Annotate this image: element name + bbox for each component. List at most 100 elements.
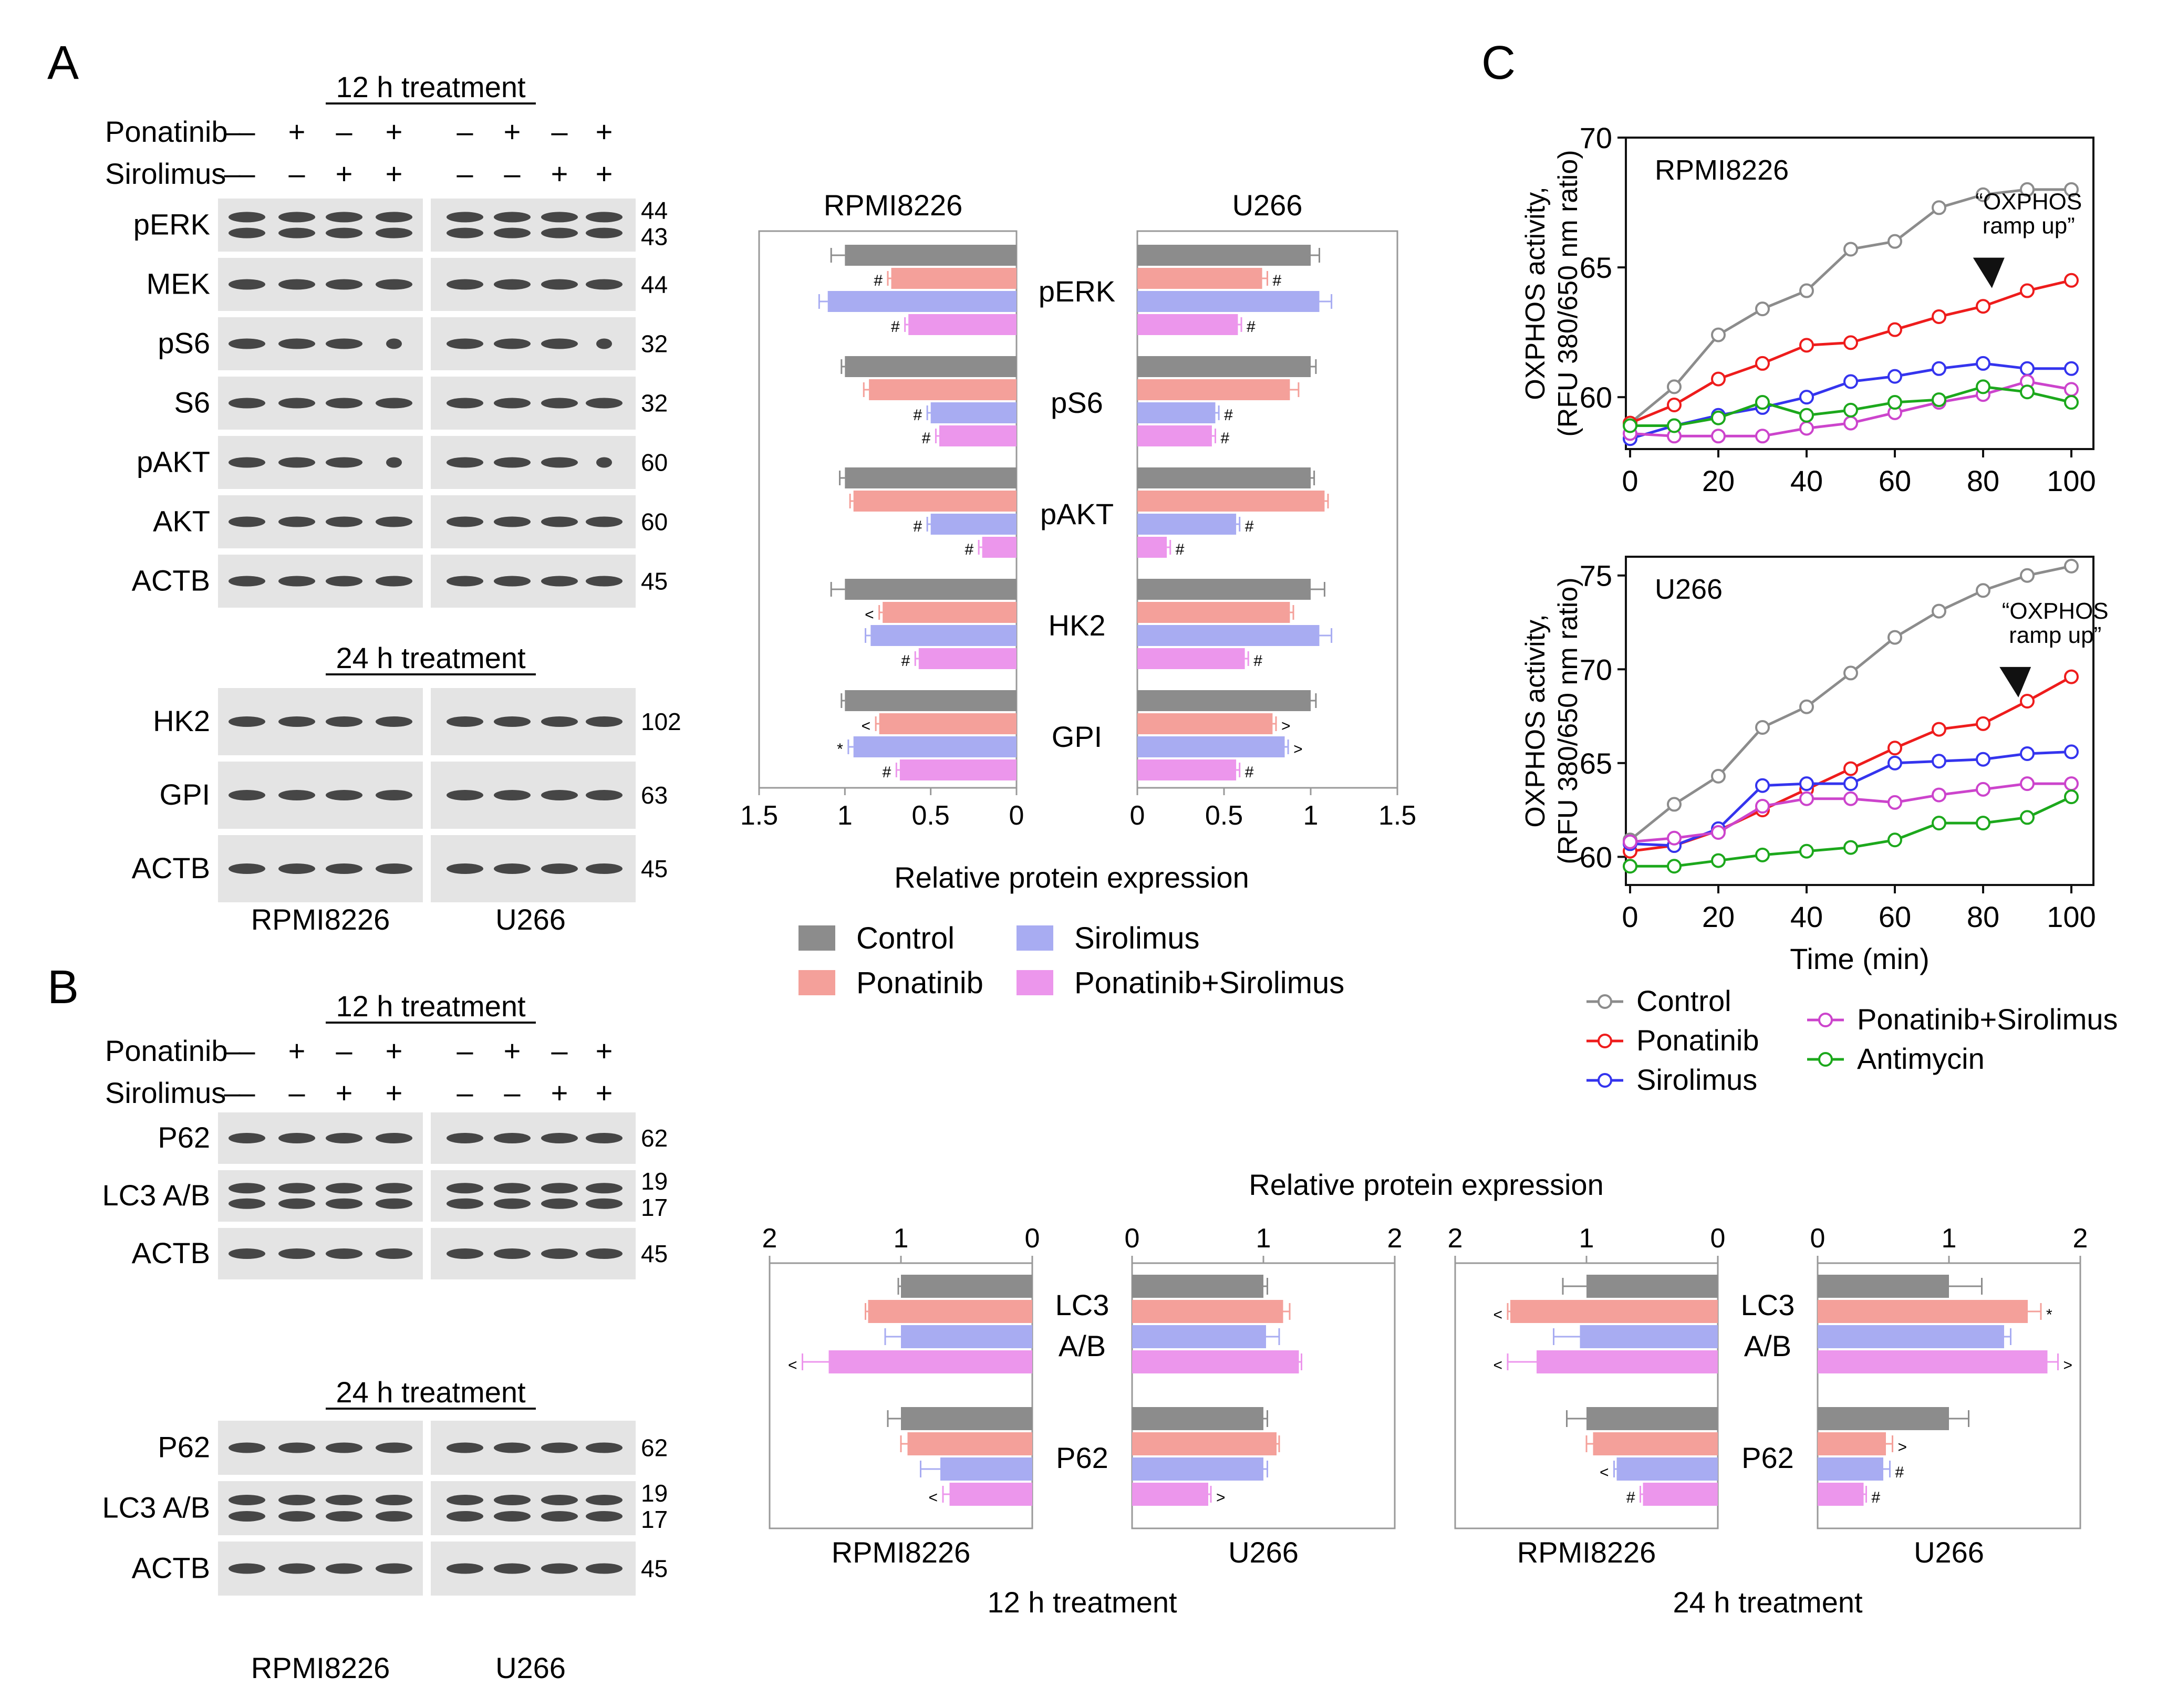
annotation-text: ramp up” xyxy=(1983,213,2075,239)
molecular-weight: 45 xyxy=(641,1240,668,1267)
blot-band xyxy=(278,212,315,223)
blot-band xyxy=(494,1198,531,1209)
data-point xyxy=(1711,371,1726,387)
x-tick-label: 1 xyxy=(1579,1223,1594,1254)
significance-mark: # xyxy=(1253,652,1262,670)
blot-band xyxy=(376,1198,412,1209)
x-tick-label: 0 xyxy=(1710,1223,1726,1254)
blot-band xyxy=(278,516,315,527)
blot-band xyxy=(376,1563,412,1574)
blot-band xyxy=(494,1133,531,1143)
group-caption: 12 h treatment xyxy=(987,1586,1177,1619)
sirolimus-sign-lead: – xyxy=(224,1076,241,1109)
significance-mark: < xyxy=(1600,1464,1609,1481)
legend-swatch xyxy=(1017,970,1053,995)
blot-band xyxy=(278,1248,315,1259)
plot-label: U266 xyxy=(1655,574,1723,605)
ponatinib-row-label: Ponatinib xyxy=(105,1034,228,1067)
x-tick-label: 0 xyxy=(1009,800,1024,831)
blot-band xyxy=(541,227,578,238)
bar-left xyxy=(1510,1300,1718,1323)
ponatinib-row-label: Ponatinib xyxy=(105,115,228,148)
ponatinib-sign: + xyxy=(596,115,613,148)
sirolimus-row-label: Sirolimus xyxy=(105,1076,226,1109)
data-point xyxy=(1843,335,1858,350)
x-tick-label: 2 xyxy=(1387,1223,1403,1254)
blot-row-label: HK2 xyxy=(153,704,210,737)
cell-line-label: RPMI8226 xyxy=(251,903,390,936)
blot-band xyxy=(447,863,483,874)
data-point xyxy=(1843,761,1858,776)
ramp-up-arrow-icon xyxy=(1973,257,2005,288)
panel-letters: A B C xyxy=(47,37,1516,1014)
x-tick-label: 1 xyxy=(1303,800,1319,831)
y-axis-title: OXPHOS activity, xyxy=(1520,186,1551,400)
data-point xyxy=(2020,361,2035,376)
blot-row-label: pAKT xyxy=(137,445,210,478)
significance-mark: # xyxy=(964,541,973,558)
x-tick-label: 0 xyxy=(1622,464,1638,497)
blot-band xyxy=(229,338,265,349)
blot-band xyxy=(541,1442,578,1453)
blot-band xyxy=(326,1563,362,1574)
blot-band xyxy=(278,279,315,290)
blot-band xyxy=(494,457,531,468)
blot-band xyxy=(229,863,265,874)
sirolimus-sign: + xyxy=(596,1076,613,1109)
x-tick-label: 2 xyxy=(762,1223,777,1254)
blot-band xyxy=(447,398,483,409)
blot-band xyxy=(447,1248,483,1259)
blot-band xyxy=(278,1183,315,1194)
molecular-weight: 32 xyxy=(641,390,668,417)
bar-left xyxy=(908,314,1017,335)
blot-band xyxy=(447,338,483,349)
molecular-weight: 45 xyxy=(641,1555,668,1582)
data-point xyxy=(1843,242,1858,257)
blot-band xyxy=(278,338,315,349)
bar-right xyxy=(1137,314,1238,335)
blot-band xyxy=(376,1495,412,1506)
blot-band xyxy=(586,863,623,874)
data-point xyxy=(1843,402,1858,418)
group-caption: 24 h treatment xyxy=(1673,1586,1863,1619)
sirolimus-sign: – xyxy=(504,157,521,190)
blot-band xyxy=(376,863,412,874)
blot-band xyxy=(376,1133,412,1143)
blot-band xyxy=(586,227,623,238)
blot-row-label: pERK xyxy=(133,208,210,241)
bar-right xyxy=(1818,1483,1864,1506)
molecular-weight: 19 xyxy=(641,1168,668,1195)
bar-left xyxy=(853,491,1017,512)
bar-right xyxy=(1132,1457,1263,1481)
category-label: P62 xyxy=(1056,1441,1108,1474)
x-tick-label: 80 xyxy=(1967,464,1999,497)
blot-band xyxy=(376,1183,412,1194)
blot-band xyxy=(326,279,362,290)
data-point xyxy=(1667,397,1682,412)
left-title: RPMI8226 xyxy=(824,189,963,222)
bar-right xyxy=(1818,1457,1883,1481)
line-plot-RPMI8226: 60 65 70 0 20 40 60 80 100 RPMI8226 OXPHOS activit… xyxy=(1520,121,2096,497)
y-tick-label: 70 xyxy=(1580,653,1612,686)
bar-right xyxy=(1137,759,1237,780)
bar-left xyxy=(868,1300,1032,1323)
sirolimus-sign: + xyxy=(386,157,403,190)
data-point xyxy=(2064,361,2079,376)
bar-right xyxy=(1132,1407,1263,1430)
category-label: P62 xyxy=(1741,1441,1794,1474)
line-plot-U266: 60 65 70 75 0 20 40 60 80 100 U266 OXPHOS activity,… xyxy=(1520,556,2109,933)
blot-band xyxy=(447,1183,483,1194)
legend-label: Antimycin xyxy=(1857,1042,1985,1075)
bar-left xyxy=(828,1350,1032,1373)
left-title: RPMI8226 xyxy=(832,1536,971,1569)
blot-band xyxy=(541,1248,578,1259)
blot-band xyxy=(494,1183,531,1194)
sirolimus-sign: + xyxy=(551,157,568,190)
data-point xyxy=(2020,568,2035,583)
plot-frame xyxy=(1625,137,2094,450)
bar-left xyxy=(1616,1457,1718,1481)
data-point xyxy=(1887,630,1902,645)
ponatinib-sign: – xyxy=(457,115,473,148)
ponatinib-sign: – xyxy=(238,115,255,148)
data-point xyxy=(1755,395,1770,410)
